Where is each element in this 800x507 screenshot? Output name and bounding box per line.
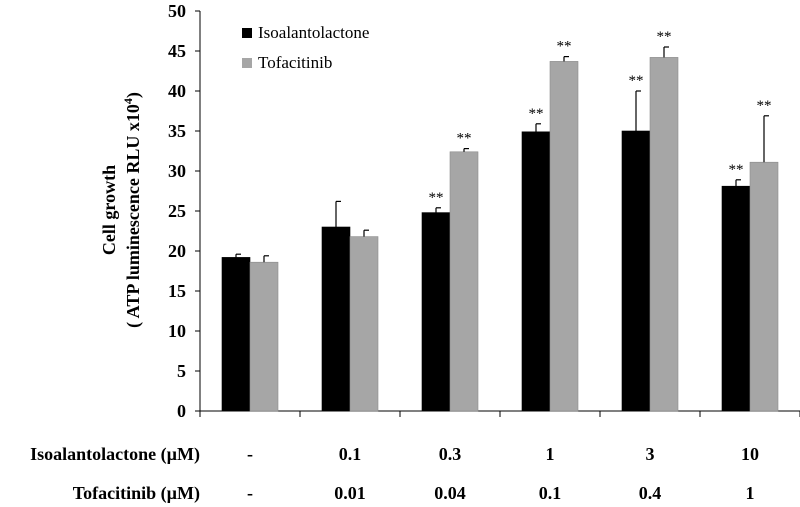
bar — [249, 261, 279, 412]
y-tick-label: 0 — [177, 401, 186, 421]
y-tick-label: 40 — [168, 81, 186, 101]
legend-label: Tofacitinib — [258, 53, 332, 72]
y-axis-title-superscript: 4 — [121, 98, 135, 104]
y-axis-title-close: ) — [123, 92, 144, 98]
dose-value: 0.1 — [339, 444, 362, 464]
significance-mark: ** — [757, 98, 772, 114]
legend-swatch — [242, 58, 252, 68]
y-ticks: 0 5 10 15 20 25 30 35 40 45 50 — [168, 1, 200, 421]
bar — [321, 226, 351, 412]
dose-value: 0.04 — [434, 483, 466, 503]
legend-swatch — [242, 28, 252, 38]
significance-mark: ** — [557, 39, 572, 55]
significance-mark: ** — [729, 162, 744, 178]
y-tick-label: 45 — [168, 41, 186, 61]
y-tick-label: 50 — [168, 1, 186, 21]
bar — [649, 57, 679, 412]
y-tick-label: 15 — [168, 281, 186, 301]
dose-value: - — [247, 444, 253, 464]
y-axis-title-line1: Cell growth — [99, 165, 119, 255]
bar — [721, 185, 751, 412]
significance-mark: ** — [629, 73, 644, 89]
dose-value: 0.4 — [639, 483, 662, 503]
bar — [749, 161, 779, 412]
legend: Isoalantolactone Tofacitinib — [242, 23, 369, 72]
y-axis-title-line2: ( ATP luminescence RLU x104) — [121, 92, 144, 328]
legend-label: Isoalantolactone — [258, 23, 369, 42]
significance-mark: ** — [457, 131, 472, 147]
dose-table: Isoalantolactone (µM) - 0.1 0.3 1 3 10 Tofaciti… — [30, 444, 759, 504]
y-tick-label: 30 — [168, 161, 186, 181]
bar — [221, 257, 251, 412]
dose-value: 0.3 — [439, 444, 462, 464]
dose-row-label: Isoalantolactone (µM) — [30, 444, 200, 465]
dose-value: 1 — [546, 444, 555, 464]
bar — [549, 61, 579, 412]
y-axis-title-text: ( ATP luminescence RLU x10 — [123, 104, 144, 328]
y-axis-title: Cell growth ( ATP luminescence RLU x104) — [99, 92, 144, 328]
bar — [449, 151, 479, 412]
dose-value: 10 — [741, 444, 759, 464]
significance-mark: ** — [657, 29, 672, 45]
dose-value: 0.1 — [539, 483, 562, 503]
y-tick-label: 5 — [177, 361, 186, 381]
y-tick-label: 35 — [168, 121, 186, 141]
bars: ** ** ** ** ** ** ** ** — [221, 29, 779, 412]
y-tick-label: 25 — [168, 201, 186, 221]
significance-mark: ** — [529, 106, 544, 122]
bar — [349, 236, 379, 412]
y-tick-label: 20 — [168, 241, 186, 261]
dose-value: 3 — [646, 444, 655, 464]
y-tick-label: 10 — [168, 321, 186, 341]
dose-value: 0.01 — [334, 483, 366, 503]
bar — [621, 130, 651, 412]
bar — [521, 131, 551, 412]
dose-value: 1 — [746, 483, 755, 503]
bar — [421, 212, 451, 412]
dose-row-label: Tofacitinib (µM) — [73, 483, 200, 504]
significance-mark: ** — [429, 190, 444, 206]
dose-value: - — [247, 483, 253, 503]
